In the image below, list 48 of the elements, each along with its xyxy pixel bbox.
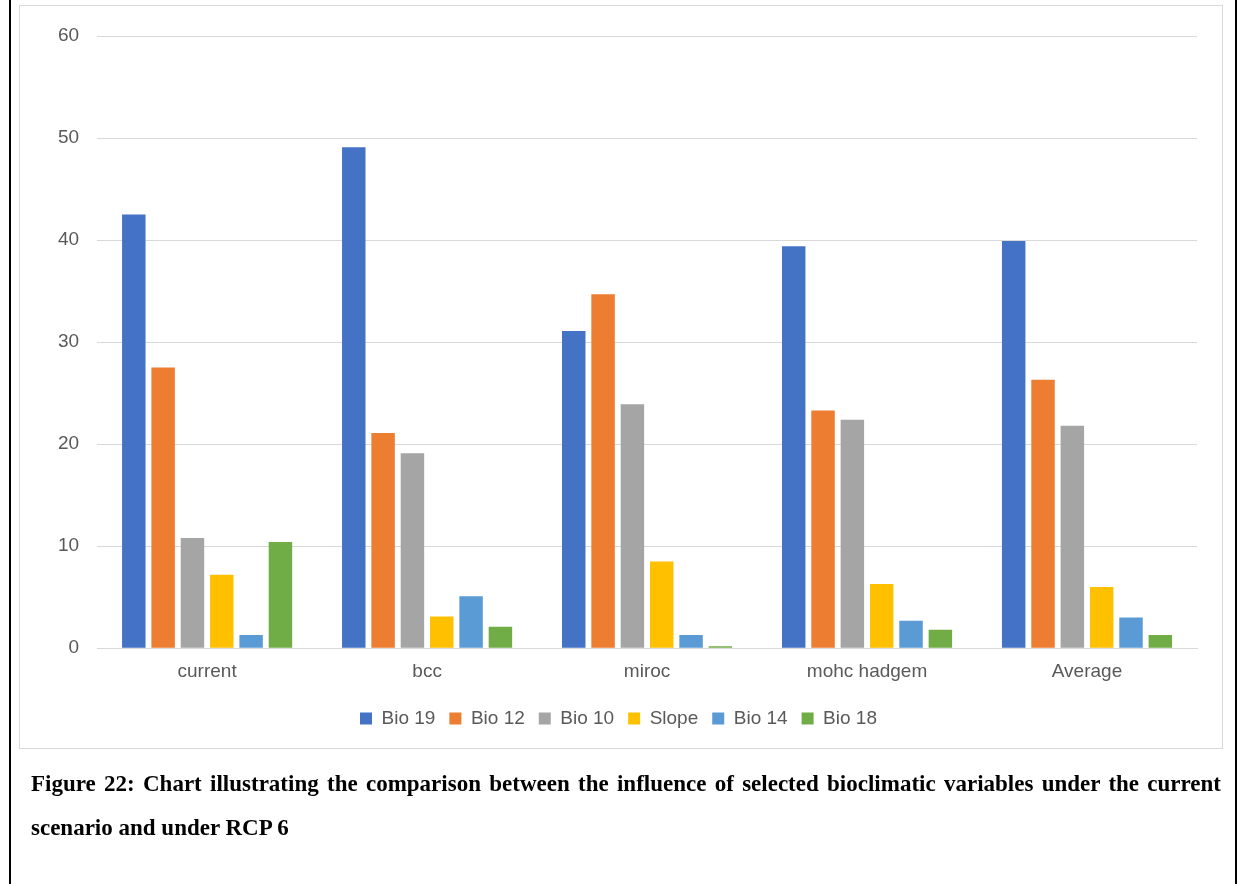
bar <box>151 367 175 648</box>
y-tick-label: 50 <box>57 126 80 148</box>
legend-label: Bio 14 <box>733 706 789 728</box>
bar <box>899 620 923 648</box>
bar <box>1148 634 1173 648</box>
y-tick-label: 10 <box>57 534 80 556</box>
x-tick-label: mohc hadgem <box>806 659 928 681</box>
y-tick-label: 40 <box>57 228 80 250</box>
bar <box>1060 425 1085 648</box>
x-tick-label: bcc <box>412 659 442 681</box>
bar <box>928 629 953 648</box>
bar <box>679 634 703 648</box>
bar <box>268 542 293 648</box>
x-tick-label: current <box>177 659 238 681</box>
bar <box>1119 617 1143 648</box>
bar <box>811 410 835 648</box>
bar <box>430 616 454 648</box>
bar <box>781 246 806 648</box>
legend-label: Bio 12 <box>470 706 525 728</box>
caption: Figure 22: Chart illustrating the comparison between the influence of selected bioclimatic variables under the current scenario and under RCP 6 <box>31 770 1221 842</box>
legend-label: Bio 19 <box>381 706 436 728</box>
bar <box>869 583 894 648</box>
bar <box>400 453 425 648</box>
y-tick-label: 30 <box>57 330 80 352</box>
bar <box>459 596 483 648</box>
bar <box>650 561 674 648</box>
legend-label: Bio 18 <box>823 706 877 728</box>
bar <box>840 419 865 648</box>
bar <box>591 294 615 648</box>
x-tick-label: Average <box>1051 659 1123 681</box>
bar <box>210 574 234 648</box>
bar <box>371 432 395 648</box>
legend-label: Slope <box>649 706 699 728</box>
bar <box>1031 379 1055 648</box>
x-tick-label: miroc <box>623 659 671 681</box>
bar <box>1089 586 1114 648</box>
legend-label: Bio 10 <box>560 706 615 728</box>
bar <box>488 626 513 648</box>
y-tick-label: 20 <box>57 432 80 454</box>
bar <box>122 214 146 648</box>
bar <box>180 538 205 648</box>
bar <box>342 147 366 648</box>
bar <box>1001 241 1026 648</box>
y-tick-label: 60 <box>57 24 80 46</box>
bar <box>562 330 586 648</box>
bar <box>239 634 263 648</box>
bar <box>620 404 645 648</box>
y-tick-label: 0 <box>68 636 80 658</box>
